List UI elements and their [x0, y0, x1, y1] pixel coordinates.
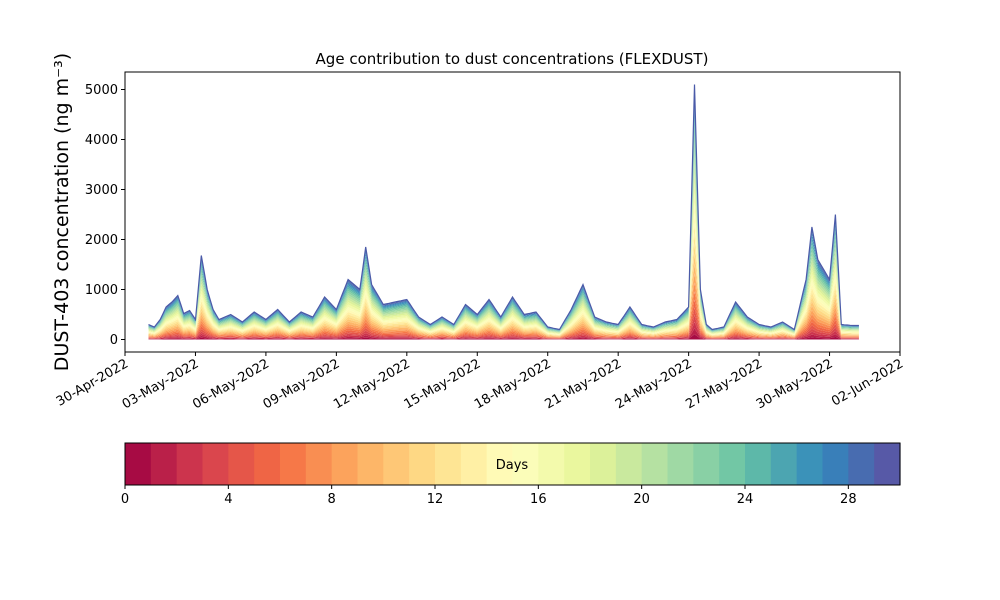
x-tick-label: 18-May-2022 [472, 356, 554, 412]
x-axis: 30-Apr-202203-May-202206-May-202209-May-… [54, 352, 906, 412]
age-band-27 [148, 95, 859, 331]
age-band-21 [148, 141, 859, 333]
age-band-24 [148, 116, 859, 332]
y-tick-label: 5000 [85, 83, 118, 98]
colorbar-level [719, 443, 746, 485]
x-tick-label: 12-May-2022 [331, 356, 413, 412]
x-tick-label: 09-May-2022 [261, 356, 343, 412]
colorbar-level [383, 443, 410, 485]
colorbar-tick-label: 20 [633, 492, 650, 507]
colorbar-level [848, 443, 875, 485]
colorbar-label: Days [496, 458, 529, 473]
y-axis-label: DUST-403 concentration (ng m⁻³) [51, 53, 73, 371]
colorbar-level [641, 443, 669, 485]
colorbar-level [770, 443, 798, 485]
colorbar-level [280, 443, 307, 485]
y-tick-label: 4000 [85, 133, 118, 148]
colorbar-frame [124, 442, 901, 486]
colorbar-level [125, 443, 152, 485]
age-band-19 [148, 160, 859, 333]
age-band-25 [148, 108, 859, 331]
colorbar-level [435, 443, 462, 485]
chart-title: Age contribution to dust concentrations … [316, 50, 709, 68]
colorbar-level [228, 443, 255, 485]
colorbar-level [874, 443, 901, 485]
colorbar-tick-label: 12 [427, 492, 444, 507]
colorbar-level [796, 443, 824, 485]
plot-area [148, 84, 859, 340]
colorbar-level [357, 443, 384, 485]
y-tick-label: 3000 [85, 183, 118, 198]
colorbar [124, 442, 901, 486]
age-band-26 [148, 102, 859, 331]
x-tick-label: 21-May-2022 [543, 356, 625, 412]
colorbar-level [745, 443, 772, 485]
age-band-23 [148, 124, 859, 332]
colorbar-level [305, 443, 333, 485]
colorbar-tick-label: 4 [224, 492, 232, 507]
colorbar-level [486, 443, 514, 485]
colorbar-level [615, 443, 643, 485]
x-tick-label: 03-May-2022 [120, 356, 202, 412]
age-band-17 [148, 180, 859, 334]
colorbar-level [693, 443, 720, 485]
colorbar-level [331, 443, 359, 485]
x-tick-label: 27-May-2022 [683, 356, 765, 412]
colorbar-level [254, 443, 281, 485]
colorbar-level [460, 443, 488, 485]
plot-frame [124, 71, 901, 353]
y-axis: 0 1000 2000 3000 4000 5000 [85, 83, 125, 348]
age-band-22 [148, 132, 859, 332]
colorbar-level [409, 443, 436, 485]
x-tick-label: 24-May-2022 [613, 356, 695, 412]
age-band-28 [148, 89, 859, 330]
colorbar-level [822, 443, 849, 485]
colorbar-level [590, 443, 617, 485]
age-band-29 [148, 84, 859, 330]
colorbar-level [667, 443, 694, 485]
colorbar-tick-label: 24 [737, 492, 754, 507]
age-band-18 [148, 170, 859, 334]
colorbar-level [176, 443, 204, 485]
y-tick-label: 1000 [85, 283, 118, 298]
colorbar-axis: 0 4 8 12 16 20 24 28 [121, 485, 857, 507]
total-concentration-line [148, 84, 859, 331]
y-tick-label: 2000 [85, 233, 118, 248]
colorbar-tick-label: 16 [530, 492, 547, 507]
colorbar-tick-label: 28 [840, 492, 857, 507]
x-tick-label: 02-Jun-2022 [829, 356, 906, 409]
colorbar-tick-label: 8 [328, 492, 336, 507]
colorbar-level [150, 443, 178, 485]
x-tick-label: 30-May-2022 [754, 356, 836, 412]
age-band-20 [148, 151, 859, 333]
colorbar-level [564, 443, 591, 485]
colorbar-level [202, 443, 229, 485]
colorbar-level [512, 443, 539, 485]
colorbar-level [538, 443, 565, 485]
y-tick-label: 0 [110, 333, 118, 348]
x-tick-label: 15-May-2022 [402, 356, 484, 412]
x-tick-label: 06-May-2022 [190, 356, 272, 412]
colorbar-tick-label: 0 [121, 492, 129, 507]
